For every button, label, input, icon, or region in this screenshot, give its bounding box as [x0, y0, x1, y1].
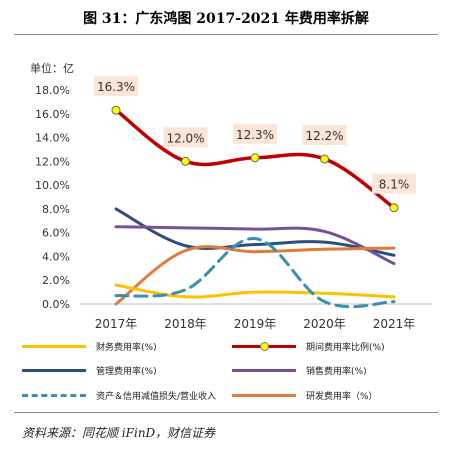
- data-label: 12.2%: [305, 129, 343, 143]
- y-tick-label: 2.0%: [42, 274, 70, 287]
- y-tick-label: 18.0%: [35, 84, 70, 97]
- legend-label: 销售费用率(%): [306, 367, 367, 377]
- chart-title: 图 31：广东鸿图 2017-2021 年费用率拆解: [83, 11, 369, 27]
- legend-swatch: [22, 394, 86, 397]
- legend-swatch: [232, 342, 296, 351]
- legend-item: 财务费用率(%): [22, 340, 157, 353]
- chart-legend: 财务费用率(%) 期间费用率比例(%) 管理费用率(%) 销售费用率(%) 资产…: [0, 336, 452, 412]
- series-line: [114, 245, 396, 306]
- legend-swatch: [22, 369, 86, 372]
- x-tick-label: 2020年: [303, 317, 346, 331]
- y-tick-label: 8.0%: [42, 203, 70, 216]
- y-tick-label: 10.0%: [35, 179, 70, 192]
- x-tick-label: 2018年: [164, 317, 207, 331]
- bottom-divider: [14, 412, 438, 413]
- data-label-box: [233, 123, 277, 144]
- legend-label: 管理费用率(%): [96, 367, 157, 377]
- y-tick-label: 16.0%: [35, 108, 70, 121]
- y-tick-label: 14.0%: [35, 132, 70, 145]
- series-line: [114, 207, 396, 257]
- data-label: 8.1%: [379, 178, 410, 192]
- y-tick-label: 4.0%: [42, 250, 70, 263]
- series-line: [114, 237, 396, 309]
- legend-swatch: [232, 394, 296, 397]
- legend-item: 研发费用率（%）: [232, 389, 378, 402]
- legend-marker: [260, 342, 269, 351]
- legend-label: 研发费用率（%）: [306, 392, 378, 402]
- data-point-marker: [111, 105, 121, 115]
- legend-label: 财务费用率(%): [96, 343, 157, 353]
- data-label: 12.3%: [236, 128, 274, 142]
- source-note: 资料来源：同花顺 iFinD，财信证券: [22, 426, 216, 440]
- y-tick-label: 12.0%: [35, 155, 70, 168]
- data-label-box: [94, 76, 138, 97]
- data-label-box: [302, 124, 347, 145]
- legend-item: 资产＆信用减值损失/营业收入: [22, 389, 216, 402]
- data-label-box: [372, 173, 416, 194]
- legend-label: 期间费用率比例(%): [306, 343, 385, 353]
- y-tick-label: 0.0%: [42, 298, 70, 311]
- data-point-marker: [181, 156, 190, 166]
- x-tick-label: 2019年: [234, 317, 277, 331]
- y-tick-label: 6.0%: [42, 227, 70, 240]
- x-tick-label: 2021年: [373, 317, 416, 331]
- legend-swatch: [22, 345, 86, 348]
- legend-label: 资产＆信用减值损失/营业收入: [96, 392, 217, 402]
- data-label-box: [163, 127, 208, 148]
- x-tick-label: 2017年: [95, 317, 138, 331]
- data-point-marker: [320, 154, 329, 164]
- top-divider: [14, 34, 438, 35]
- unit-label: 单位：亿: [30, 62, 74, 75]
- data-point-marker: [389, 203, 399, 213]
- legend-item: 期间费用率比例(%): [232, 340, 385, 353]
- legend-swatch: [232, 369, 296, 372]
- data-label: 12.0%: [166, 131, 204, 145]
- data-point-marker: [250, 153, 260, 163]
- data-label: 16.3%: [97, 80, 135, 94]
- legend-item: 管理费用率(%): [22, 364, 157, 377]
- series-line: [114, 225, 396, 266]
- legend-item: 销售费用率(%): [232, 364, 367, 377]
